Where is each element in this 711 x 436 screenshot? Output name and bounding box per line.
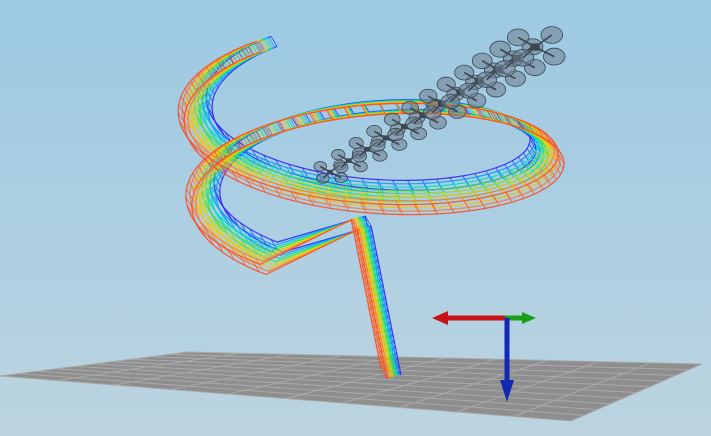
x-axis-arrowhead[interactable] — [432, 311, 448, 325]
grid-line — [131, 358, 663, 382]
robot-body — [364, 146, 371, 152]
robot-model — [489, 38, 546, 78]
grid-line — [570, 363, 703, 422]
rotor-disc — [353, 160, 368, 173]
robot-model — [313, 159, 348, 184]
robot-body — [345, 158, 352, 163]
grid-line — [187, 351, 703, 365]
robot-body — [419, 112, 427, 118]
robot-model — [348, 135, 388, 163]
grid-line — [399, 359, 548, 408]
ground-grid — [0, 351, 703, 422]
ground-plane — [0, 352, 702, 421]
robot-models — [313, 26, 566, 184]
grid-line — [150, 356, 676, 376]
robot-model — [507, 26, 566, 67]
grid-line — [169, 353, 689, 371]
y-axis-arrowhead[interactable] — [522, 312, 536, 324]
robot-body — [401, 123, 409, 130]
z-axis-arrowhead[interactable] — [500, 380, 514, 402]
grid-line — [456, 361, 600, 413]
grid-line — [513, 362, 651, 417]
grid-line — [112, 361, 650, 388]
robot-body — [530, 43, 540, 51]
axis-gizmo[interactable] — [432, 311, 536, 402]
robot-body — [382, 135, 390, 141]
trajectory-ribbons — [177, 35, 565, 379]
grid-line — [93, 363, 637, 393]
grid-line — [342, 358, 497, 404]
robot-body — [327, 169, 333, 175]
